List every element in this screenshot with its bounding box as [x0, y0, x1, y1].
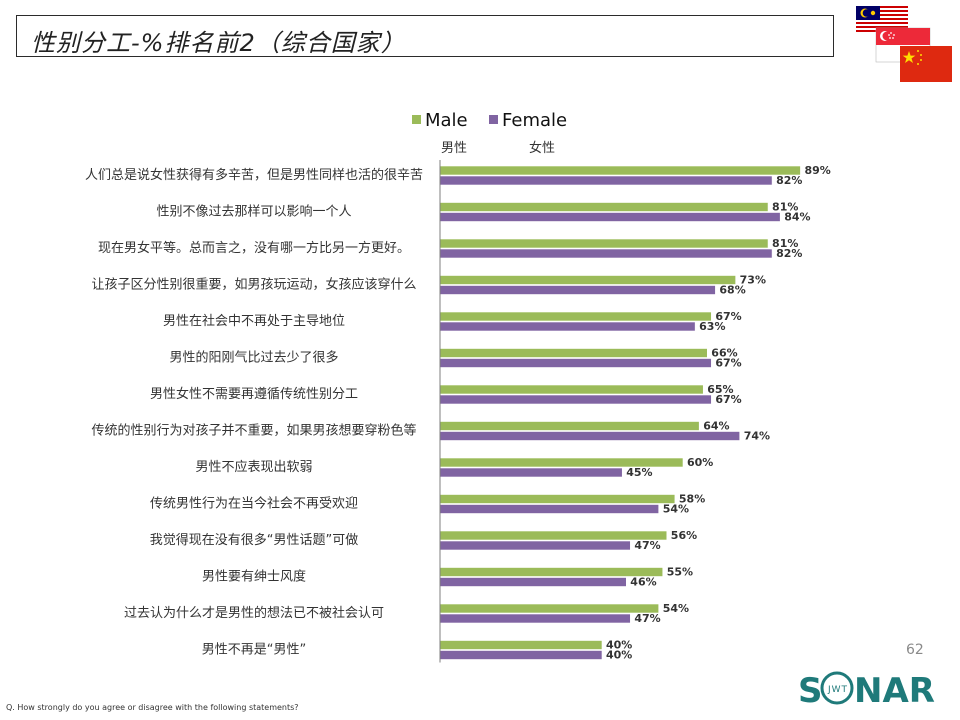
bar-female [439, 467, 623, 478]
bar-male [439, 202, 769, 212]
bar-male [439, 421, 700, 431]
bar-male [439, 530, 668, 541]
bar-female [439, 613, 631, 624]
bar-female [439, 212, 781, 222]
data-label-male: 58% [679, 493, 705, 506]
data-label-female: 47% [634, 539, 660, 552]
title-box: 性别分工-%排名前2（综合国家） [16, 15, 834, 57]
bar-male [439, 311, 712, 322]
svg-text:NAR: NAR [854, 671, 935, 710]
bar-female [439, 321, 696, 332]
legend-sublabel-male: 男性 [441, 141, 467, 156]
data-label-female: 54% [663, 503, 689, 516]
data-label-male: 67% [715, 310, 741, 323]
data-label-male: 81% [772, 237, 798, 250]
data-label-female: 82% [776, 247, 802, 260]
data-label-female: 63% [699, 320, 725, 333]
data-label-female: 67% [715, 393, 741, 406]
category-label: 性别不像过去那样可以影响一个人 [156, 204, 351, 220]
flags [856, 6, 952, 82]
china-flag [900, 46, 952, 82]
bar-female [439, 540, 631, 551]
data-label-male: 66% [711, 347, 737, 360]
category-label: 男性女性不需要再遵循传统性别分工 [150, 386, 358, 402]
data-label-female: 82% [776, 174, 802, 187]
bar-female [439, 431, 741, 441]
bar-chart: Male 男性 Female 女性人们总是说女性获得有多辛苦，但是男性同样也活的很辛苦… [85, 110, 831, 663]
data-label-male: 64% [703, 420, 729, 433]
category-label: 人们总是说女性获得有多辛苦，但是男性同样也活的很辛苦 [85, 167, 423, 183]
data-label-male: 89% [804, 164, 830, 177]
data-label-male: 55% [667, 566, 693, 579]
legend-sublabel-female: 女性 [529, 140, 555, 156]
bar-male [439, 384, 704, 395]
category-label: 男性要有绅士风度 [202, 569, 306, 585]
data-label-female: 46% [630, 576, 656, 589]
svg-text:JWT: JWT [827, 685, 848, 695]
category-label: 男性的阳刚气比过去少了很多 [169, 350, 338, 366]
bar-female [439, 394, 712, 405]
legend-swatch-male [412, 115, 421, 124]
question-footnote: Q. How strongly do you agree or disagree… [6, 703, 299, 712]
data-label-female: 68% [719, 284, 745, 297]
legend-label-female: Female [502, 110, 567, 131]
category-label: 传统的性别行为对孩子并不重要，如果男孩想要穿粉色等 [91, 423, 416, 439]
data-label-male: 54% [663, 602, 689, 615]
data-label-male: 81% [772, 201, 798, 214]
data-label-male: 73% [740, 274, 766, 287]
data-label-female: 47% [634, 612, 660, 625]
bar-female [439, 650, 603, 660]
bar-female [439, 175, 773, 186]
data-label-male: 56% [671, 529, 697, 542]
bar-male [439, 348, 708, 358]
category-label: 传统男性行为在当今社会不再受欢迎 [150, 496, 358, 512]
page-number: 62 [906, 642, 924, 658]
data-label-male: 65% [707, 383, 733, 396]
bar-male [439, 275, 736, 285]
category-label: 男性不应表现出软弱 [195, 459, 312, 475]
category-label: 男性在社会中不再处于主导地位 [163, 313, 345, 329]
bar-female [439, 248, 773, 259]
page-title: 性别分工-%排名前2（综合国家） [31, 29, 406, 57]
category-label: 让孩子区分性别很重要，如男孩玩运动，女孩应该穿什么 [91, 277, 416, 293]
category-label: 男性不再是“男性” [202, 643, 306, 658]
svg-text:S: S [798, 671, 823, 710]
category-label: 现在男女平等。总而言之，没有哪一方比另一方更好。 [98, 240, 410, 256]
data-label-male: 60% [687, 456, 713, 469]
data-label-female: 74% [744, 430, 770, 443]
bar-male [439, 603, 659, 614]
bar-female [439, 358, 712, 368]
bar-female [439, 504, 659, 514]
bar-male [439, 494, 676, 504]
bar-female [439, 577, 627, 587]
data-label-female: 67% [715, 357, 741, 370]
legend-label-male: Male [425, 110, 468, 131]
bar-male [439, 165, 801, 176]
legend-swatch-female [489, 115, 498, 124]
category-label: 过去认为什么才是男性的想法已不被社会认可 [124, 605, 384, 621]
bar-male [439, 238, 769, 249]
category-label: 我觉得现在没有很多“男性话题”可做 [150, 532, 358, 548]
sonar-logo: S JWT NAR [798, 671, 935, 710]
bar-male [439, 640, 603, 650]
data-label-male: 40% [606, 639, 632, 652]
bar-female [439, 285, 716, 295]
data-label-female: 45% [626, 466, 652, 479]
data-label-female: 40% [606, 649, 632, 662]
data-label-female: 84% [784, 211, 810, 224]
